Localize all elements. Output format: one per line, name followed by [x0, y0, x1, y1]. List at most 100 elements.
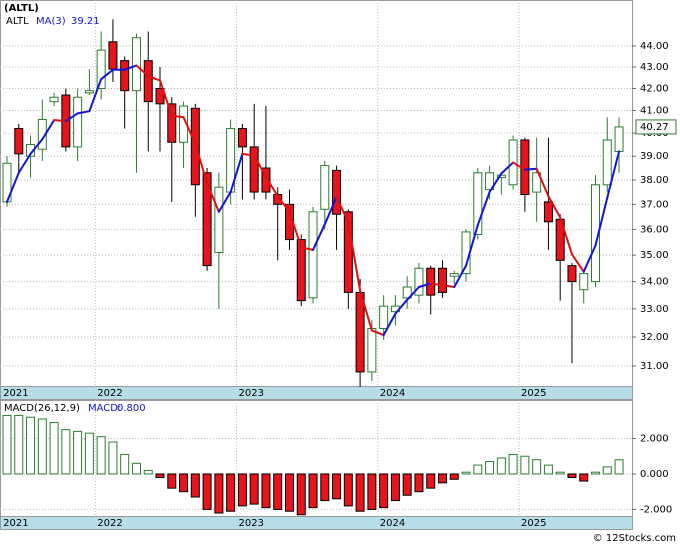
macd-bar: [2, 414, 12, 475]
macd-bar: [579, 473, 589, 482]
candle-body: [14, 128, 24, 155]
ma-line: [6, 171, 20, 203]
macd-bar: [261, 473, 271, 509]
macd-bar: [61, 429, 71, 475]
macd-bar: [402, 473, 412, 496]
macd-bar: [155, 473, 165, 479]
ma-line: [453, 264, 468, 289]
ma-line: [359, 289, 373, 332]
candle-body: [449, 273, 459, 277]
candle-body: [108, 41, 118, 70]
y-tick-label: -2.000: [640, 504, 672, 515]
x-tick-label: 2025: [521, 518, 546, 529]
macd-bar: [26, 416, 36, 475]
x-axis-band: [0, 516, 633, 530]
candle-body: [602, 139, 612, 186]
footer: © 12Stocks.com: [593, 533, 676, 544]
ma-line: [394, 298, 409, 315]
candle-body: [473, 172, 483, 235]
ma-line: [64, 112, 79, 123]
macd-bar: [367, 473, 377, 510]
macd-bar: [332, 473, 342, 500]
candle-body: [579, 273, 589, 291]
y-tick-label: 34.00: [640, 277, 669, 288]
candle-body: [214, 186, 224, 254]
macd-bar: [461, 471, 471, 475]
ma-line: [194, 142, 209, 185]
y-tick-label: 31.00: [640, 361, 669, 372]
macd-bar: [96, 436, 106, 475]
macd-bar: [390, 473, 400, 502]
macd-bar: [485, 461, 495, 475]
macd-bar: [532, 459, 542, 475]
macd-bar: [614, 459, 624, 475]
ma-line: [535, 167, 550, 198]
ma-line: [88, 78, 103, 113]
ma-line: [100, 68, 114, 81]
macd-bar: [496, 457, 506, 475]
candle-body: [296, 239, 306, 302]
macd-bar: [120, 453, 130, 475]
ma-line: [29, 138, 44, 155]
candle-body: [308, 211, 318, 299]
candle-body: [367, 327, 377, 373]
candle-body: [355, 291, 365, 373]
y-tick-label: 42.00: [640, 83, 669, 94]
ma-line: [347, 221, 362, 292]
macd-bar: [426, 473, 436, 489]
ma-line: [582, 244, 597, 273]
legend-ma: MA(3): [36, 16, 66, 27]
ma-line: [206, 182, 220, 213]
macd-bar: [355, 473, 365, 512]
x-tick-label: 2024: [380, 518, 405, 529]
x-tick-label: 2023: [239, 518, 264, 529]
ma-line: [170, 114, 185, 119]
macd-bar: [602, 466, 612, 475]
x-tick-label: 2021: [3, 518, 28, 529]
macd-bar: [296, 473, 306, 516]
macd-bar: [249, 473, 259, 505]
ma-line: [300, 246, 315, 251]
ma-line: [76, 110, 91, 115]
y-tick-label: 0.000: [640, 469, 669, 480]
candle-body: [237, 128, 247, 148]
ma-line: [217, 191, 232, 213]
candle-body: [96, 49, 106, 89]
macd-bar: [202, 473, 212, 510]
ma-line: [264, 175, 279, 198]
candle-body: [426, 267, 436, 296]
macd-bar: [237, 473, 247, 507]
ma-line: [288, 210, 303, 249]
candle-body: [84, 90, 94, 94]
legend-macd-value: 0.800: [117, 403, 146, 414]
x-tick-label: 2022: [97, 518, 122, 529]
y-tick-label: 43.00: [640, 62, 669, 73]
candle-body: [437, 267, 447, 293]
candle-body: [73, 96, 83, 148]
ma-line: [594, 196, 609, 247]
macd-bar: [343, 473, 353, 507]
macd-bar: [320, 473, 330, 502]
ma-line: [323, 195, 338, 226]
candle-body: [202, 172, 212, 267]
candle-body: [402, 286, 412, 299]
ma-line: [488, 172, 503, 194]
candle-body: [485, 172, 495, 191]
ma-line: [17, 152, 32, 174]
macd-bar: [49, 422, 59, 475]
macd-bar: [37, 418, 47, 475]
ma-line: [370, 329, 385, 337]
macd-bar: [414, 473, 424, 493]
macd-bar: [508, 453, 518, 475]
ma-line: [465, 224, 479, 267]
macd-bar: [131, 462, 141, 475]
ma-line: [512, 161, 526, 171]
y-tick-label: 38.00: [640, 175, 669, 186]
macd-bar: [84, 432, 94, 475]
candle-body: [567, 265, 577, 283]
ma-line: [159, 79, 173, 117]
candle-body: [155, 87, 165, 105]
candle-body: [414, 267, 424, 296]
macd-bar: [567, 473, 577, 479]
